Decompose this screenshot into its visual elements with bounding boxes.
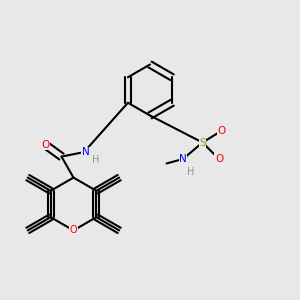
Text: N: N <box>179 154 187 164</box>
Text: O: O <box>70 225 77 236</box>
Text: N: N <box>82 147 89 157</box>
Text: H: H <box>187 167 194 177</box>
Text: O: O <box>215 154 223 164</box>
Text: O: O <box>41 140 49 150</box>
Text: H: H <box>92 154 100 165</box>
Text: S: S <box>199 137 206 148</box>
Text: O: O <box>218 125 226 136</box>
